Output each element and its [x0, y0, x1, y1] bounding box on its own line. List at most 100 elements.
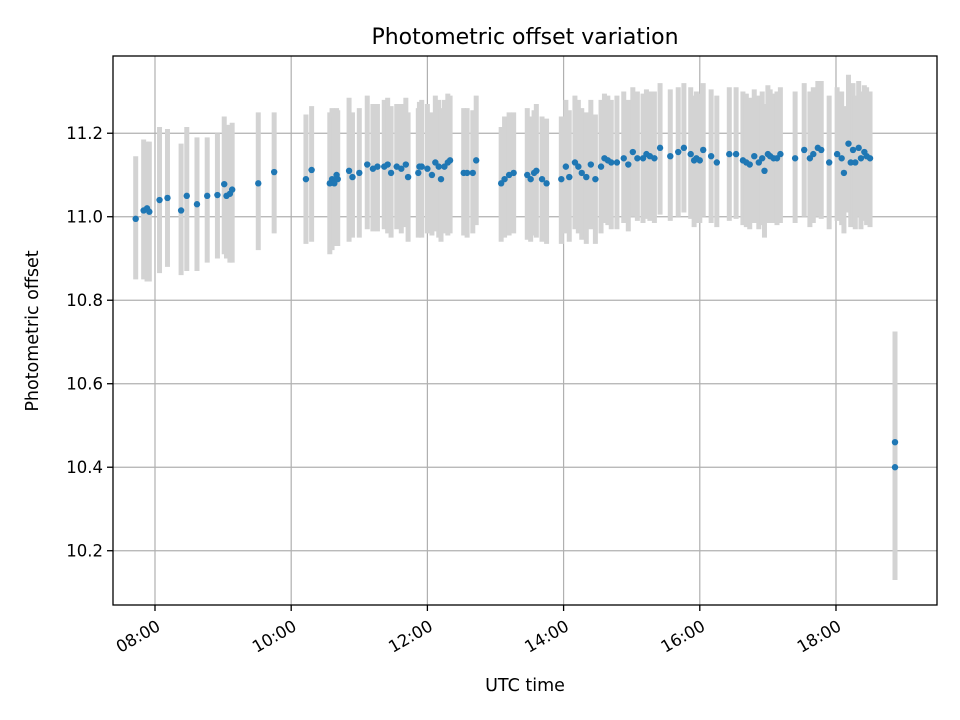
data-point — [164, 194, 171, 202]
plot-frame — [112, 55, 938, 606]
data-point — [387, 169, 395, 177]
data-point — [402, 161, 410, 168]
data-point — [629, 148, 637, 156]
data-point — [759, 155, 766, 162]
data-point — [302, 175, 310, 183]
data-point — [847, 159, 854, 166]
data-point — [364, 161, 371, 168]
data-point — [446, 157, 454, 164]
y-tick-label: 10.2 — [66, 542, 103, 561]
data-point — [204, 192, 211, 200]
data-point — [634, 155, 641, 162]
data-point — [699, 146, 707, 154]
data-point — [852, 159, 859, 166]
x-axis-label: UTC time — [485, 676, 565, 696]
y-axis-label: Photometric offset — [23, 250, 43, 411]
data-point — [777, 150, 784, 158]
data-point — [345, 167, 353, 175]
data-point — [687, 150, 694, 158]
data-point — [613, 159, 621, 166]
data-point — [855, 144, 862, 152]
data-point — [761, 167, 768, 175]
data-point — [334, 175, 341, 183]
data-point — [833, 150, 841, 158]
data-point — [810, 150, 817, 158]
data-point — [562, 163, 570, 170]
data-point — [356, 169, 363, 177]
data-point — [732, 150, 740, 158]
data-point — [415, 169, 422, 177]
data-point — [437, 175, 445, 183]
data-point — [707, 152, 715, 160]
data-point — [680, 144, 688, 152]
data-point — [583, 173, 590, 181]
data-point — [374, 163, 381, 170]
data-point — [384, 161, 391, 168]
y-tick-label: 11.2 — [66, 124, 103, 143]
data-point — [825, 159, 833, 166]
data-point — [578, 169, 585, 177]
data-point — [625, 161, 632, 168]
data-point — [177, 207, 185, 214]
data-point — [656, 144, 664, 152]
data-point — [214, 191, 221, 199]
data-point — [651, 155, 658, 162]
data-point — [857, 155, 865, 162]
data-point — [472, 157, 480, 164]
data-point — [156, 196, 163, 204]
data-point — [849, 146, 857, 154]
data-point — [501, 175, 508, 183]
data-point — [845, 140, 852, 147]
data-point — [527, 175, 534, 183]
data-point — [418, 163, 425, 170]
data-point — [667, 152, 674, 160]
data-point — [592, 175, 599, 183]
data-point — [255, 180, 262, 187]
y-tick-label: 11.0 — [66, 208, 103, 227]
y-tick-label: 10.6 — [66, 375, 103, 394]
data-point — [608, 159, 615, 166]
data-point — [713, 159, 721, 166]
data-point — [349, 173, 356, 181]
data-point — [469, 169, 476, 177]
data-point — [146, 208, 153, 215]
data-point — [801, 146, 808, 154]
data-point — [398, 165, 405, 172]
data-point — [428, 171, 436, 179]
data-point — [696, 157, 703, 164]
data-point — [435, 163, 442, 170]
data-points — [132, 140, 899, 471]
data-point — [308, 166, 315, 174]
data-point — [891, 464, 899, 471]
data-point — [838, 155, 845, 162]
data-point — [228, 186, 236, 193]
data-point — [746, 161, 753, 168]
data-point — [791, 155, 799, 162]
data-point — [533, 167, 540, 175]
data-point — [575, 163, 582, 170]
data-point — [866, 155, 874, 162]
data-point — [510, 169, 517, 177]
data-point — [597, 163, 605, 170]
data-point — [726, 150, 733, 158]
data-point — [193, 201, 201, 208]
data-point — [620, 155, 627, 162]
data-point — [566, 173, 573, 181]
data-point — [891, 438, 899, 446]
data-point — [463, 169, 471, 177]
y-tick-label: 10.8 — [66, 291, 103, 310]
data-point — [183, 192, 190, 200]
data-point — [840, 169, 848, 177]
data-point — [538, 175, 546, 183]
data-point — [404, 173, 412, 181]
data-point — [818, 146, 825, 154]
data-point — [221, 180, 228, 188]
y-tick-label: 10.4 — [66, 458, 103, 477]
data-point — [543, 180, 550, 187]
data-point — [270, 168, 278, 176]
data-point — [751, 152, 758, 160]
data-point — [587, 161, 595, 168]
data-point — [558, 175, 565, 183]
